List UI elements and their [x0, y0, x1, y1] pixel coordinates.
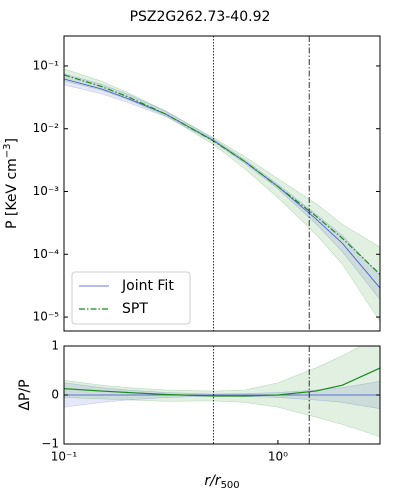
confidence-band [64, 73, 380, 301]
y-tick-label: 10⁻⁵ [33, 310, 60, 324]
data-line [64, 78, 380, 289]
legend-label: Joint Fit [121, 278, 174, 294]
chart-title: PSZ2G262.73-40.92 [130, 9, 271, 25]
y-tick-label: 10⁻² [33, 121, 60, 135]
y-axis-label: ΔP/P [17, 379, 33, 410]
y-tick-label: −1 [41, 437, 59, 451]
x-axis-label-text: r/r [204, 473, 221, 489]
legend-box [71, 271, 191, 325]
confidence-band [64, 346, 380, 437]
y-tick-label: 10⁻³ [33, 184, 60, 198]
legend-label: SPT [122, 301, 148, 317]
y-tick-label: 10⁻⁴ [33, 247, 60, 261]
confidence-band [64, 68, 380, 323]
y-tick-label: 1 [51, 339, 59, 353]
y-tick-label: 0 [51, 388, 59, 402]
y-tick-label: 10⁻¹ [33, 58, 60, 72]
y-axis-label: P [KeV cm−3] [2, 138, 20, 229]
data-line [64, 74, 380, 275]
y-axis-label-end: ] [4, 138, 20, 143]
plot-area [64, 346, 380, 437]
plot-area [64, 68, 380, 323]
x-tick-label: 10⁻¹ [51, 450, 78, 464]
x-axis-label-sub: 500 [221, 480, 240, 491]
y-axis-label-text: ΔP/P [17, 379, 33, 410]
y-axis-label-text: P [KeV cm [4, 158, 20, 229]
y-axis-label-sup: −3 [2, 143, 13, 158]
data-line [64, 367, 380, 397]
axes-frame [63, 35, 381, 332]
x-tick-label: 10⁰ [268, 450, 288, 464]
x-axis-label: r/r500 [204, 473, 239, 491]
